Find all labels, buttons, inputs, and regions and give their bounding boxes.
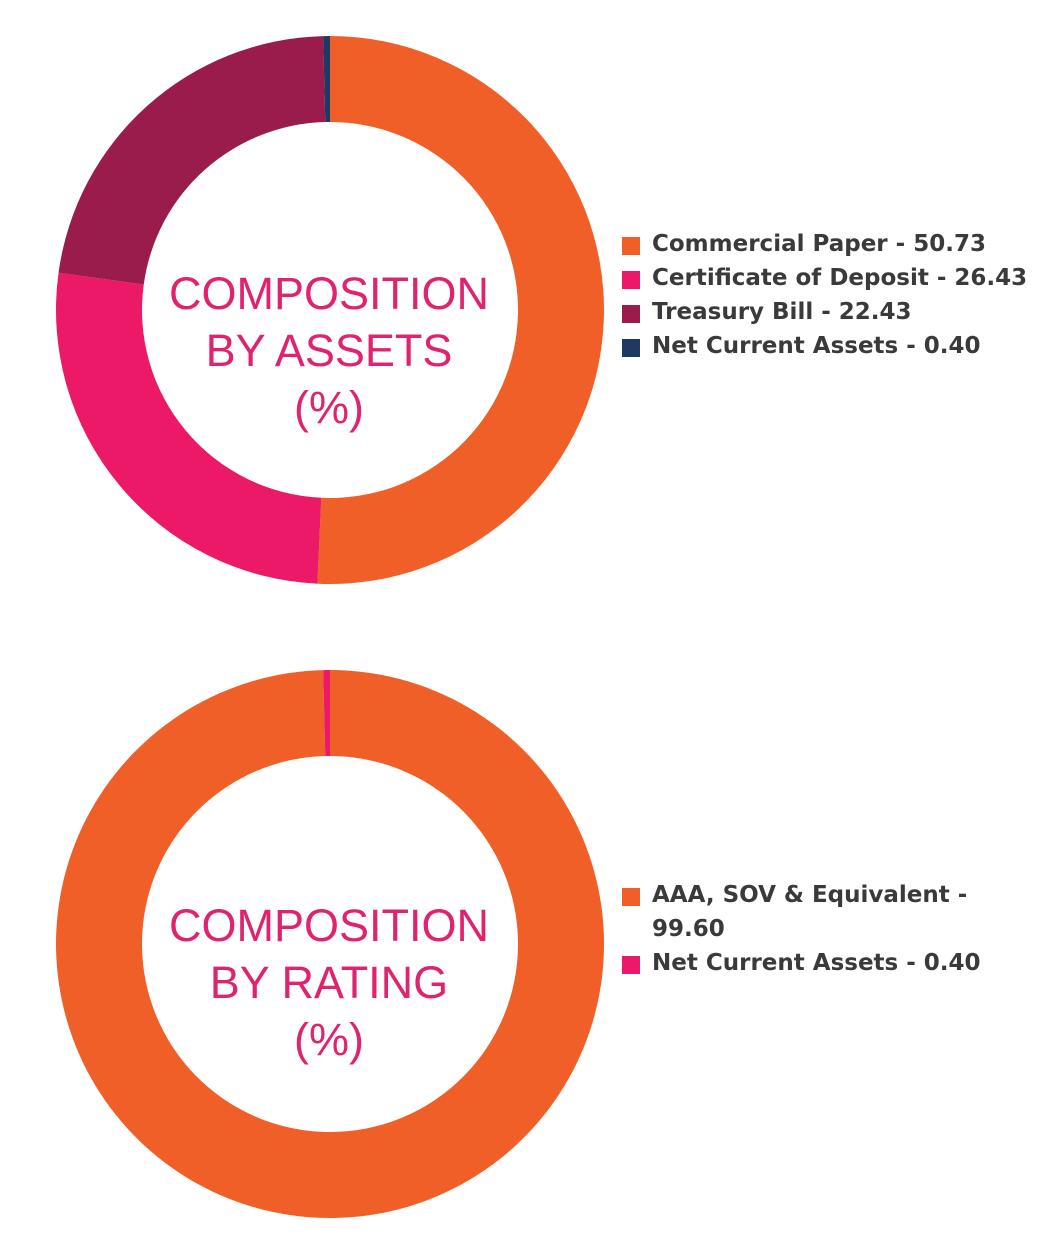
legend-label: AAA, SOV & Equivalent - 99.60	[652, 882, 968, 942]
legend-item-aaa-sov-equivalent: AAA, SOV & Equivalent - 99.60	[622, 878, 982, 946]
donut-slice-net-current-assets	[323, 670, 330, 757]
legend-label: Net Current Assets - 0.40	[652, 950, 981, 976]
legend-item-treasury-bill: Treasury Bill - 22.43	[622, 295, 1042, 329]
legend-item-certificate-of-deposit: Certificate of Deposit - 26.43	[622, 261, 1042, 295]
donut-slice-aaa-sov-equivalent	[55, 670, 604, 1218]
rating-title-line-3: (%)	[294, 1014, 364, 1065]
assets-title-line-1: COMPOSITION	[168, 268, 489, 319]
legend-swatch	[622, 305, 640, 323]
donut-slice-certificate-of-deposit	[55, 272, 322, 584]
assets-donut	[55, 36, 604, 584]
legend-swatch	[622, 271, 640, 289]
legend-label: Certificate of Deposit - 26.43	[652, 265, 1028, 291]
legend-label: Net Current Assets - 0.40	[652, 333, 981, 359]
donut-slice-net-current-assets	[323, 36, 330, 123]
legend-swatch	[622, 956, 640, 974]
legend-swatch	[622, 888, 640, 906]
rating-title-line-2: BY RATING	[209, 957, 449, 1008]
rating-center-title: COMPOSITION BY RATING (%)	[119, 897, 539, 1068]
legend-label: Treasury Bill - 22.43	[652, 299, 912, 325]
assets-title-line-3: (%)	[294, 382, 364, 433]
legend-item-net-current-assets: Net Current Assets - 0.40	[622, 946, 1042, 980]
assets-title-line-2: BY ASSETS	[205, 325, 453, 376]
rating-title-line-1: COMPOSITION	[168, 900, 489, 951]
assets-center-title: COMPOSITION BY ASSETS (%)	[119, 265, 539, 436]
legend-item-commercial-paper: Commercial Paper - 50.73	[622, 227, 1042, 261]
assets-legend: Commercial Paper - 50.73 Certificate of …	[622, 227, 1042, 363]
donut-slice-treasury-bill	[58, 36, 326, 285]
legend-swatch	[622, 237, 640, 255]
rating-legend: AAA, SOV & Equivalent - 99.60 Net Curren…	[622, 878, 1042, 980]
composition-by-rating-chart: COMPOSITION BY RATING (%) AAA, SOV & Equ…	[0, 640, 1047, 1246]
rating-donut	[55, 670, 604, 1218]
legend-label: Commercial Paper - 50.73	[652, 231, 986, 257]
composition-by-assets-chart: COMPOSITION BY ASSETS (%) Commercial Pap…	[0, 0, 1047, 620]
legend-item-net-current-assets: Net Current Assets - 0.40	[622, 329, 1042, 363]
donut-slice-commercial-paper	[317, 36, 604, 584]
legend-swatch	[622, 339, 640, 357]
